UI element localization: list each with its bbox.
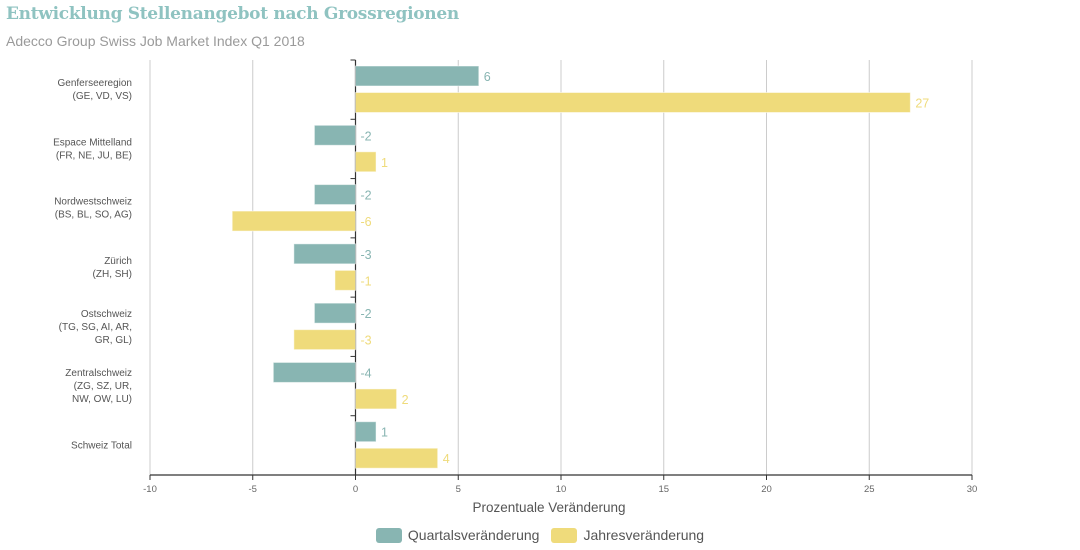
bar-yearly[interactable] — [293, 329, 357, 351]
legend: Quartalsveränderung Jahresveränderung — [0, 527, 1080, 543]
category-label: (GE, VD, VS) — [73, 91, 132, 102]
bar-chart: -10 -5 0 5 10 15 20 25 30 Prozentuale Veränderung… — [53, 59, 978, 515]
bar-quarterly[interactable] — [313, 124, 356, 146]
category-label: NW, OW, LU) — [72, 394, 132, 405]
legend-swatch-quarterly — [375, 527, 402, 543]
bar-yearly[interactable] — [355, 447, 439, 469]
bar-quarterly[interactable] — [355, 65, 480, 87]
value-label-quarterly: -2 — [361, 129, 372, 143]
chart-title: Entwicklung Stellenangebot nach Grossreg… — [6, 4, 459, 24]
x-tick-label: 5 — [456, 484, 461, 495]
value-label-yearly: 2 — [402, 393, 409, 407]
legend-item-quarterly[interactable]: Quartalsveränderung — [375, 527, 540, 543]
category-label: Nordwestschweiz — [54, 197, 132, 208]
value-label-yearly: -6 — [361, 215, 372, 229]
category-label: Genferseeregion — [58, 78, 133, 89]
value-label-quarterly: -2 — [361, 189, 372, 203]
bar-quarterly[interactable] — [313, 184, 356, 206]
legend-label-quarterly: Quartalsveränderung — [407, 527, 540, 543]
x-tick-label: 25 — [864, 484, 875, 495]
value-label-yearly: -1 — [361, 274, 372, 288]
x-tick-label: -10 — [143, 484, 157, 495]
value-label-yearly: 1 — [381, 156, 388, 170]
legend-swatch-yearly — [551, 527, 578, 543]
x-tick-label: 0 — [353, 484, 358, 495]
x-tick-label: 30 — [967, 484, 978, 495]
bar-quarterly[interactable] — [313, 302, 356, 324]
value-label-quarterly: 6 — [484, 70, 491, 84]
value-label-yearly: 27 — [915, 97, 929, 111]
category-label: Ostschweiz — [81, 309, 132, 320]
legend-item-yearly[interactable]: Jahresveränderung — [551, 527, 704, 543]
legend-label-yearly: Jahresveränderung — [583, 527, 705, 543]
category-label: (FR, NE, JU, BE) — [56, 150, 132, 161]
bar-quarterly[interactable] — [293, 243, 357, 265]
chart-subtitle: Adecco Group Swiss Job Market Index Q1 2… — [6, 33, 305, 49]
value-label-quarterly: -4 — [361, 366, 372, 380]
category-label: Zürich — [104, 256, 132, 267]
bar-quarterly[interactable] — [355, 421, 377, 443]
x-tick-label: 10 — [556, 484, 567, 495]
value-label-yearly: 4 — [443, 452, 450, 466]
category-label: (ZH, SH) — [93, 269, 132, 280]
bar-yearly[interactable] — [334, 269, 357, 291]
category-label: Zentralschweiz — [65, 368, 132, 379]
category-label: (ZG, SZ, UR, — [74, 381, 132, 392]
x-tick-label: 15 — [658, 484, 669, 495]
x-tick-label: 20 — [761, 484, 772, 495]
category-label: GR, GL) — [95, 335, 132, 346]
bar-yearly[interactable] — [231, 210, 356, 232]
value-label-quarterly: -2 — [361, 307, 372, 321]
value-label-yearly: -3 — [361, 334, 372, 348]
bar-yearly[interactable] — [355, 151, 377, 173]
x-tick-label: -5 — [249, 484, 257, 495]
category-label: (BS, BL, SO, AG) — [55, 210, 132, 221]
bar-yearly[interactable] — [355, 388, 398, 410]
category-label: Espace Mittelland — [53, 137, 132, 148]
category-label: Schweiz Total — [71, 440, 132, 451]
value-label-quarterly: 1 — [381, 426, 388, 440]
bar-yearly[interactable] — [355, 92, 911, 113]
x-axis-title: Prozentuale Veränderung — [472, 500, 625, 515]
value-label-quarterly: -3 — [361, 248, 372, 262]
bar-quarterly[interactable] — [272, 361, 356, 383]
category-label: (TG, SG, AI, AR, — [59, 322, 132, 333]
